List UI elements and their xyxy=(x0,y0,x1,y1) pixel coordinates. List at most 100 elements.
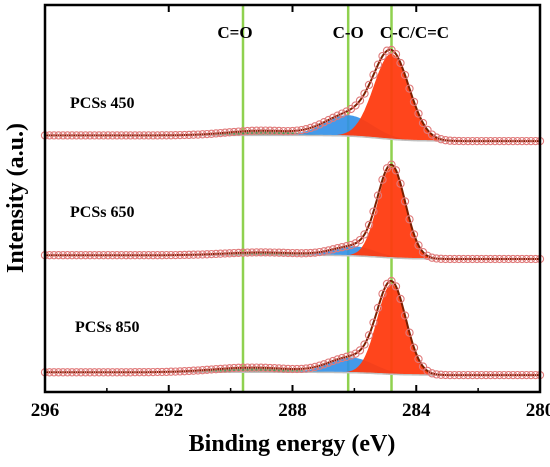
data-point xyxy=(378,175,387,184)
annotation-c-o: C=O xyxy=(217,23,252,42)
data-point xyxy=(58,131,68,140)
data-point xyxy=(310,122,320,131)
data-point xyxy=(220,249,230,258)
data-point xyxy=(72,251,81,260)
data-point xyxy=(99,251,108,260)
data-point xyxy=(220,128,230,137)
data-point xyxy=(67,251,77,260)
data-point xyxy=(112,251,122,260)
data-point xyxy=(445,254,455,264)
data-point xyxy=(171,367,180,376)
data-point xyxy=(166,131,176,140)
data-point xyxy=(234,248,243,258)
data-point xyxy=(162,367,171,377)
data-point xyxy=(67,131,77,140)
data-point xyxy=(81,131,90,140)
data-point xyxy=(427,369,437,378)
data-point xyxy=(256,248,266,257)
data-point xyxy=(270,126,279,135)
data-point xyxy=(207,129,216,138)
data-point xyxy=(180,130,189,140)
data-point xyxy=(490,136,500,146)
data-point xyxy=(522,136,531,146)
data-point xyxy=(436,370,446,379)
data-point xyxy=(121,251,131,260)
data-point xyxy=(261,363,270,372)
data-point xyxy=(76,131,86,140)
data-point xyxy=(216,249,225,258)
data-point xyxy=(306,363,315,373)
data-point xyxy=(337,353,347,363)
data-point xyxy=(283,364,293,374)
data-point xyxy=(405,84,414,93)
data-point xyxy=(481,254,491,264)
data-point xyxy=(481,370,491,380)
data-point xyxy=(171,131,180,140)
data-point xyxy=(135,251,144,260)
data-point xyxy=(454,254,464,264)
data-point xyxy=(409,230,419,239)
data-point xyxy=(117,368,126,377)
data-point xyxy=(180,250,189,260)
data-point xyxy=(391,282,401,291)
data-point xyxy=(414,109,423,118)
data-point xyxy=(108,131,117,140)
data-point xyxy=(99,368,108,377)
data-point xyxy=(342,107,351,116)
data-point xyxy=(175,367,185,376)
data-point xyxy=(49,131,59,140)
data-point xyxy=(387,45,396,55)
data-point xyxy=(198,130,207,139)
data-point xyxy=(139,368,149,377)
data-point xyxy=(360,340,369,349)
data-point xyxy=(418,118,428,128)
data-point xyxy=(463,370,473,380)
data-point xyxy=(288,248,297,258)
data-point xyxy=(477,370,486,380)
data-point xyxy=(130,368,140,377)
data-point xyxy=(369,318,378,327)
data-point xyxy=(450,254,459,264)
data-point xyxy=(360,89,369,98)
data-point xyxy=(373,191,383,200)
data-point xyxy=(58,251,68,260)
data-point xyxy=(297,249,306,258)
data-point xyxy=(243,248,252,257)
data-point xyxy=(459,254,468,264)
data-point xyxy=(211,129,221,138)
data-point xyxy=(508,370,518,380)
data-point xyxy=(301,125,311,134)
data-point xyxy=(126,131,135,140)
data-point xyxy=(328,113,338,122)
data-point xyxy=(229,363,239,373)
series-label-pcss-450: PCSs 450 xyxy=(70,95,134,112)
data-point xyxy=(76,368,86,377)
data-point xyxy=(504,370,513,380)
data-point xyxy=(427,253,437,262)
data-point xyxy=(310,248,320,257)
data-point xyxy=(283,126,293,136)
data-point xyxy=(202,365,212,374)
data-point xyxy=(85,131,95,140)
data-point xyxy=(472,136,482,146)
data-point xyxy=(297,364,306,374)
data-point xyxy=(436,254,446,263)
data-point xyxy=(261,126,270,135)
data-point xyxy=(234,363,243,372)
data-point xyxy=(207,249,216,259)
data-point xyxy=(306,123,315,133)
data-point xyxy=(396,58,405,68)
data-point xyxy=(486,254,495,264)
data-point xyxy=(315,247,324,257)
data-point xyxy=(495,370,504,380)
data-point xyxy=(247,363,257,372)
data-point xyxy=(144,368,153,377)
data-point xyxy=(189,130,198,139)
data-point xyxy=(490,370,500,380)
data-point xyxy=(526,370,536,380)
data-point xyxy=(90,131,99,140)
data-point xyxy=(508,136,518,146)
data-point xyxy=(270,364,279,373)
data-point xyxy=(432,133,441,142)
